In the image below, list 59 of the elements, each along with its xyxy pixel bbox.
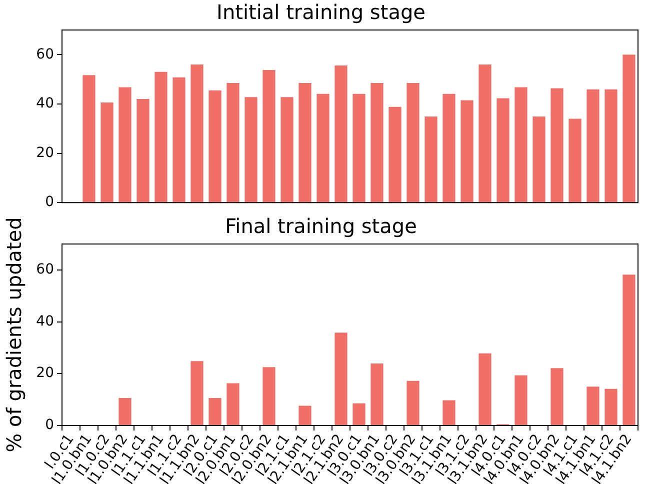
bar <box>442 400 456 425</box>
bar <box>496 98 510 202</box>
bar <box>604 89 618 202</box>
bar <box>298 83 312 202</box>
bar <box>460 100 474 202</box>
y-tick-label: 0 <box>45 417 54 434</box>
bar <box>622 54 636 202</box>
bar <box>226 383 240 425</box>
bar <box>406 83 420 202</box>
bar <box>208 398 222 425</box>
bar <box>100 102 114 202</box>
bar <box>370 364 384 425</box>
bar <box>586 386 600 425</box>
y-tick-label: 20 <box>36 144 54 161</box>
bar <box>514 375 528 425</box>
bar <box>262 367 276 425</box>
bar <box>406 380 420 425</box>
bar <box>172 77 186 202</box>
bar <box>226 83 240 202</box>
bar <box>334 66 348 202</box>
bar <box>190 64 204 202</box>
bar <box>388 106 402 202</box>
bar <box>532 116 546 202</box>
bar <box>208 90 222 202</box>
chart-title: Final training stage <box>225 214 417 238</box>
bar <box>424 116 438 202</box>
bar <box>298 406 312 425</box>
bar <box>370 83 384 202</box>
bar <box>154 72 168 202</box>
y-tick-label: 40 <box>36 313 54 330</box>
bar <box>190 361 204 425</box>
bar <box>316 94 330 202</box>
bar <box>136 99 150 202</box>
bar <box>514 87 528 202</box>
bar <box>352 94 366 202</box>
chart-title: Intitial training stage <box>216 0 426 24</box>
bar <box>622 274 636 425</box>
bar <box>604 388 618 425</box>
y-tick-label: 60 <box>36 46 54 62</box>
bar <box>478 64 492 202</box>
bar <box>262 70 276 202</box>
y-tick-label: 20 <box>36 365 54 382</box>
y-axis-title: % of gradients updated <box>2 217 26 452</box>
bar <box>352 403 366 425</box>
bar <box>478 353 492 425</box>
bar <box>244 97 258 202</box>
bar <box>118 398 132 425</box>
bar <box>280 97 294 202</box>
bar <box>334 332 348 425</box>
bar <box>442 94 456 202</box>
bar <box>550 368 564 425</box>
bar <box>568 118 582 202</box>
y-tick-label: 0 <box>45 194 54 210</box>
bar <box>586 89 600 202</box>
y-tick-label: 40 <box>36 96 54 112</box>
bar <box>118 87 132 202</box>
bar <box>82 75 96 202</box>
bar <box>550 88 564 202</box>
y-tick-label: 60 <box>36 262 54 278</box>
